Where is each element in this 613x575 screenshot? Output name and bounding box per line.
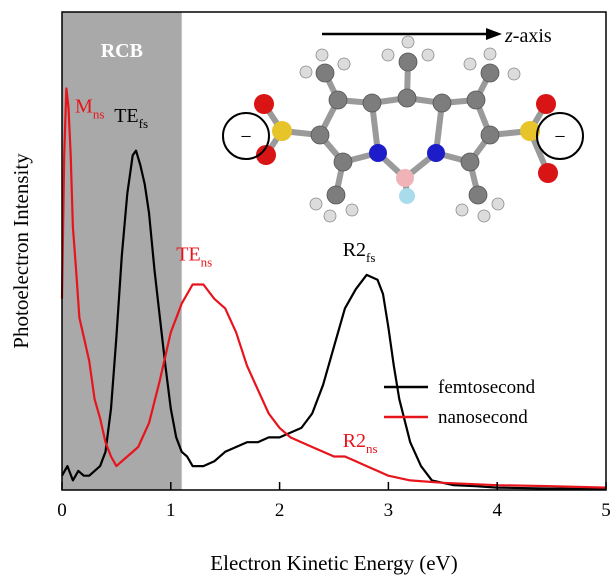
z-axis-arrowhead: [486, 28, 502, 40]
peak-label-subscript: ns: [201, 255, 213, 270]
x-tick-label: 2: [275, 500, 285, 521]
molecule-boron-atom: [396, 169, 414, 187]
peak-label-subscript: ns: [366, 441, 378, 456]
peak-label-subscript: fs: [139, 116, 148, 131]
peak-label-base: R2: [343, 430, 366, 452]
x-tick-label: 4: [492, 500, 502, 521]
peak-label-base: TE: [114, 105, 138, 127]
legend-label-femtosecond: femtosecond: [438, 377, 536, 398]
x-tick-label: 0: [57, 500, 67, 521]
charge-minus-right: −: [554, 126, 565, 148]
molecule-fluorine-atom: [399, 188, 415, 204]
legend-label-nanosecond: nanosecond: [438, 407, 528, 428]
peak-label-base: TE: [176, 244, 200, 266]
z-axis-label: z-axis: [504, 25, 552, 47]
x-tick-label: 3: [384, 500, 394, 521]
z-axis-label-rest: -axis: [513, 25, 552, 47]
x-tick-label: 1: [166, 500, 176, 521]
peak-label-r2-ns: R2ns: [343, 430, 378, 456]
peak-label-m-ns: Mns: [75, 95, 104, 121]
molecule-sulfur-atom-left: [272, 121, 292, 141]
negative-charge-circle-right: [536, 112, 584, 160]
series-line-femtosecond: [61, 149, 607, 491]
x-axis-title: Electron Kinetic Energy (eV): [210, 551, 457, 575]
legend: femtosecond nanosecond: [384, 377, 536, 428]
series-line-nanosecond: [60, 87, 607, 489]
molecule-carbon-atoms: [310, 52, 500, 205]
molecule-sulfur-atom-right: [520, 121, 540, 141]
peak-label-subscript: ns: [93, 106, 105, 121]
plot-frame: [61, 11, 607, 491]
series-layer: [60, 87, 607, 491]
peak-label-base: M: [75, 95, 93, 117]
peak-label-te-fs: TEfs: [114, 105, 148, 131]
y-axis-title: Photoelectron Intensity: [9, 153, 33, 349]
negative-charge-circle-left: [222, 112, 270, 160]
molecule-nitrogen-atom-right: [427, 144, 445, 162]
peak-label-base: R2: [343, 239, 366, 261]
x-tick-label: 5: [601, 500, 611, 521]
peak-label-r2-fs: R2fs: [343, 239, 376, 265]
rcb-label: RCB: [101, 40, 143, 62]
molecule-inset-illustration: z-axis: [222, 25, 584, 223]
x-axis-ticks: 0 1 2 3 4 5: [57, 482, 611, 521]
charge-minus-left: −: [240, 126, 251, 148]
molecule-hydrogen-atoms: [299, 35, 521, 223]
molecule-nitrogen-atom-left: [369, 144, 387, 162]
peak-label-te-ns: TEns: [176, 244, 212, 270]
peak-label-subscript: fs: [366, 250, 375, 265]
molecule-oxygen-atoms: [254, 94, 558, 183]
